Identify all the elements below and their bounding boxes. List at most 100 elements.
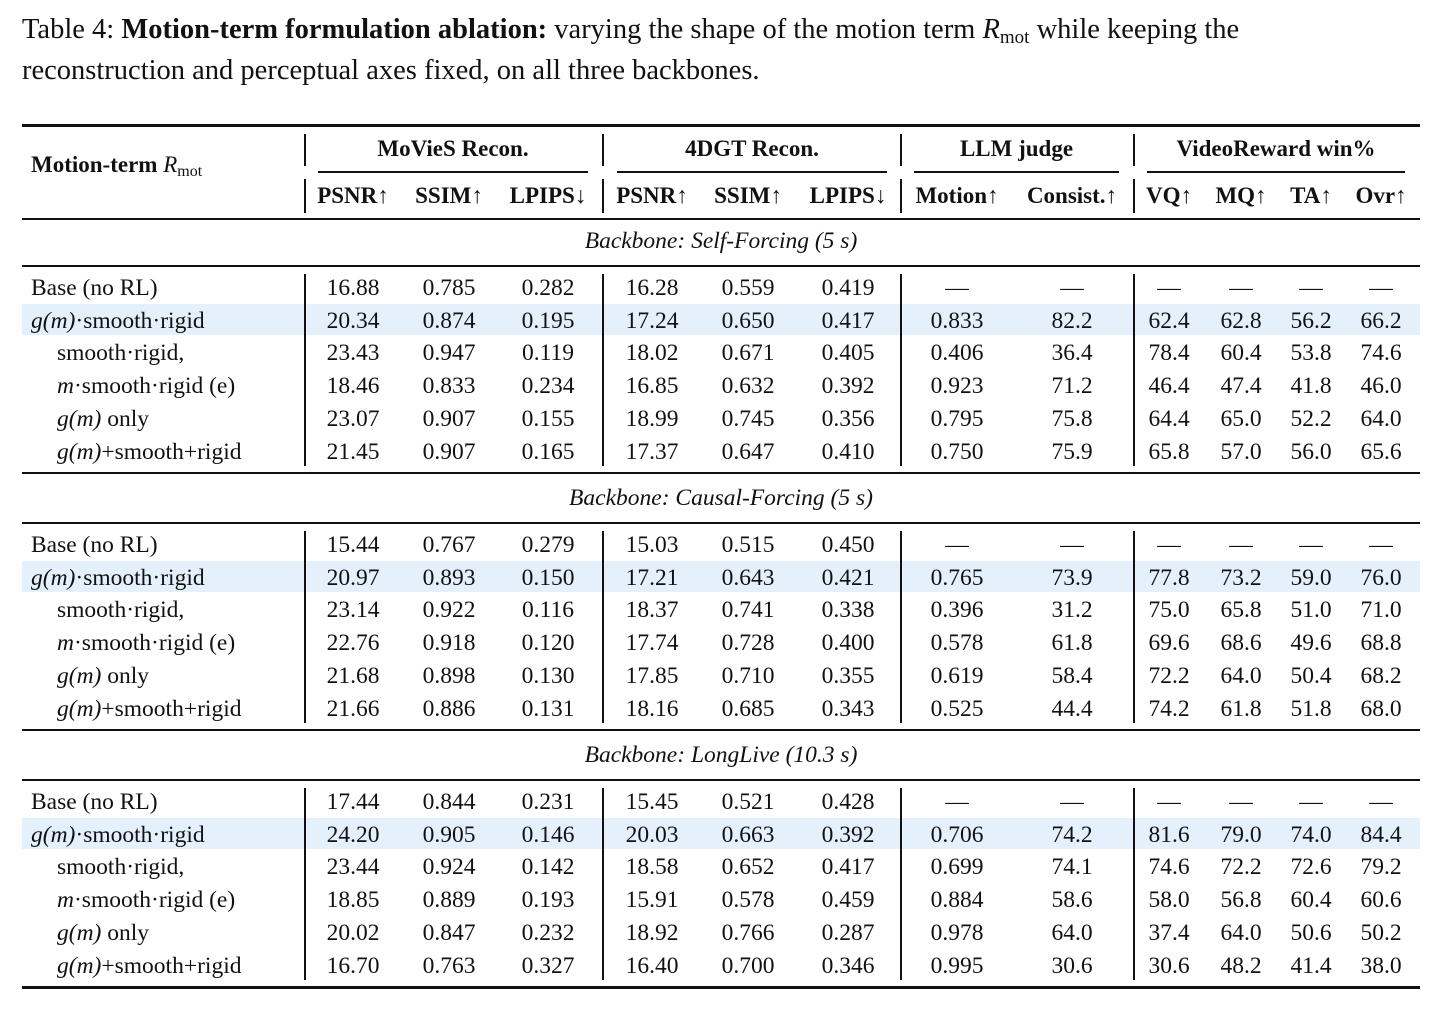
table-cell: — <box>1229 789 1253 815</box>
table-cell: 50.4 <box>1290 662 1332 689</box>
table-cell: 0.706 <box>930 821 984 848</box>
table-row-label: g(m)·smooth·rigid <box>31 821 205 848</box>
table-cell: 61.8 <box>1220 695 1262 722</box>
table-cell: 47.4 <box>1220 373 1262 400</box>
table-cell: 0.833 <box>930 307 984 334</box>
table-cell: 65.8 <box>1220 597 1262 624</box>
table-cell: 74.6 <box>1148 854 1190 881</box>
table-cell: 0.700 <box>721 952 775 979</box>
table-cell: 0.847 <box>422 919 476 946</box>
section-title: Backbone: LongLive (10.3 s) <box>584 742 858 768</box>
table-cell: 0.327 <box>521 952 575 979</box>
highlight-row <box>22 560 1420 592</box>
table-cell: 15.44 <box>326 532 380 558</box>
table-cell: 0.521 <box>721 789 775 815</box>
table-cell: 79.2 <box>1360 854 1402 881</box>
header-divider <box>1133 179 1135 213</box>
table-cell: 23.14 <box>326 597 380 624</box>
section-divider <box>900 274 902 467</box>
table-cell: 0.884 <box>930 887 984 914</box>
table-cell: 68.8 <box>1360 630 1402 657</box>
table-cell: — <box>1299 789 1323 815</box>
table-cell: 18.85 <box>326 887 380 914</box>
table-cell: 62.8 <box>1220 307 1262 334</box>
table-cell: 0.995 <box>930 952 984 979</box>
table-cell: 56.0 <box>1290 438 1332 465</box>
table-cell: 0.767 <box>422 532 476 558</box>
table-cell: 17.44 <box>326 789 380 815</box>
table-cell: 16.28 <box>625 275 679 301</box>
table-cell: 60.6 <box>1360 887 1402 914</box>
table-row-label: g(m) only <box>57 919 150 946</box>
table-row-label: g(m)·smooth·rigid <box>31 307 205 334</box>
table-cell: 74.2 <box>1051 821 1093 848</box>
table-cell: 65.6 <box>1360 438 1402 465</box>
table-cell: 0.392 <box>821 821 875 848</box>
row-label-r: R <box>163 152 178 177</box>
table-cell: 0.578 <box>721 887 775 914</box>
header-divider <box>602 134 604 166</box>
table-cell: 0.195 <box>521 307 575 334</box>
table-cell: 0.392 <box>821 373 875 400</box>
caption-label: Table 4: <box>22 14 115 45</box>
table-cell: 0.671 <box>721 340 775 367</box>
table-cell: 46.0 <box>1360 373 1402 400</box>
table-cell: 57.0 <box>1220 438 1262 465</box>
table-cell: 16.40 <box>625 952 679 979</box>
column-header: Motion↑ <box>915 183 999 208</box>
table-cell: 0.765 <box>930 564 984 591</box>
table-cell: 38.0 <box>1360 952 1402 979</box>
table-cell: 0.647 <box>721 438 775 465</box>
table-cell: 73.2 <box>1220 564 1262 591</box>
section-rule <box>22 779 1420 781</box>
table-cell: 0.116 <box>521 597 574 624</box>
group-underline <box>318 171 588 173</box>
table-row-label: m·smooth·rigid (e) <box>57 887 236 914</box>
row-label-header: Motion-term Rmot <box>31 148 202 181</box>
table-cell: 22.76 <box>326 630 380 657</box>
table-cell: 18.37 <box>625 597 679 624</box>
section-divider <box>900 531 902 724</box>
table-cell: 0.844 <box>422 789 476 815</box>
header-bottom-rule <box>22 218 1420 220</box>
section-divider <box>304 788 306 981</box>
table-cell: 0.131 <box>521 695 575 722</box>
table-cell: 16.88 <box>326 275 380 301</box>
table-cell: 75.0 <box>1148 597 1190 624</box>
table-cell: 53.8 <box>1290 340 1332 367</box>
table-cell: 59.0 <box>1290 564 1332 591</box>
table-cell: 20.97 <box>326 564 380 591</box>
table-cell: — <box>1157 532 1181 558</box>
table-cell: 0.279 <box>521 532 575 558</box>
header-divider <box>900 134 902 166</box>
table-row-label: g(m) only <box>57 405 150 432</box>
table-cell: 50.2 <box>1360 919 1402 946</box>
table-row-label: Base (no RL) <box>31 275 158 301</box>
table-cell: 66.2 <box>1360 307 1402 334</box>
table-cell: 75.9 <box>1051 438 1093 465</box>
table-cell: 0.947 <box>422 340 476 367</box>
header-divider <box>304 134 306 166</box>
row-label-main: Motion-term <box>31 152 158 177</box>
table-cell: — <box>945 275 969 301</box>
table-cell: 74.1 <box>1051 854 1093 881</box>
table-cell: 0.282 <box>521 275 575 301</box>
table-cell: 49.6 <box>1290 630 1332 657</box>
caption-term-sub: mot <box>999 27 1030 48</box>
table-cell: 18.58 <box>625 854 679 881</box>
table-cell: 0.421 <box>821 564 875 591</box>
header-divider <box>602 179 604 213</box>
header-divider <box>1133 134 1135 166</box>
table-cell: 17.37 <box>625 438 679 465</box>
table-cell: 82.2 <box>1051 307 1093 334</box>
table-cell: 15.91 <box>625 887 679 914</box>
table-cell: — <box>945 789 969 815</box>
table-cell: 77.8 <box>1148 564 1190 591</box>
table-cell: 0.155 <box>521 405 575 432</box>
table-cell: 41.8 <box>1290 373 1332 400</box>
column-header: LPIPS↓ <box>509 183 587 208</box>
table-row-label: Base (no RL) <box>31 532 158 558</box>
table-cell: 0.406 <box>930 340 984 367</box>
table-cell: — <box>1157 789 1181 815</box>
table-row-label: smooth·rigid, <box>57 597 185 624</box>
